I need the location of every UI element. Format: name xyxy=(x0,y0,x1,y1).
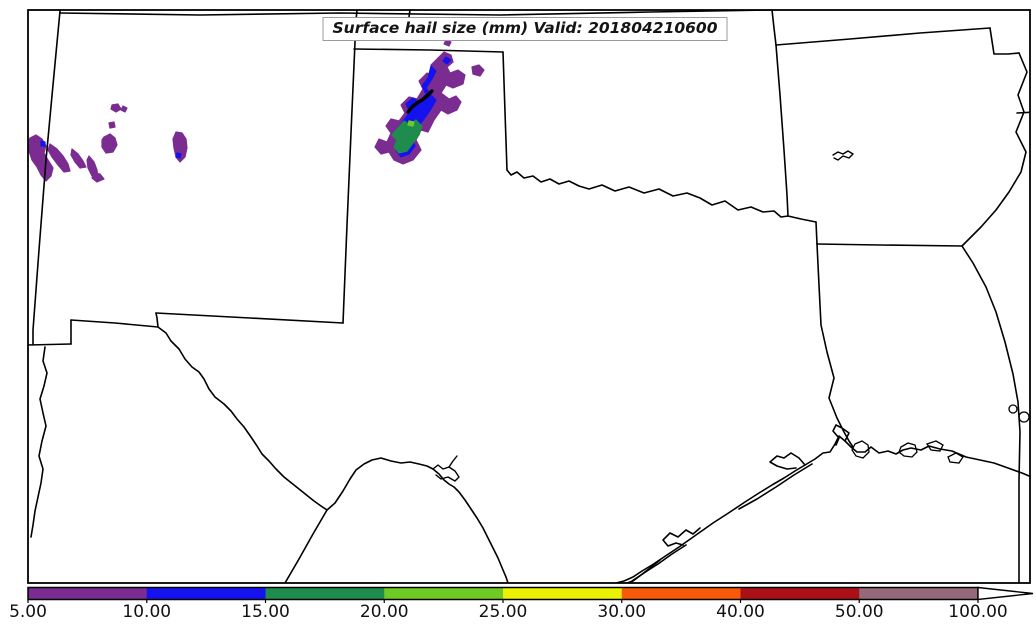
colorbar-tick-label: 25.00 xyxy=(478,602,528,622)
colorbar-segment-40 xyxy=(740,587,860,600)
colorbar-tick-label: 10.00 xyxy=(122,602,172,622)
nm-cell-6-blue xyxy=(175,152,182,159)
nm-dot-2 xyxy=(108,121,116,129)
colorbar-tick-label: 20.00 xyxy=(359,602,409,622)
nm-dot-1 xyxy=(110,103,122,113)
hail-contour-fill xyxy=(28,39,485,183)
map-layers xyxy=(28,10,1030,583)
new-mexico-west xyxy=(32,10,61,345)
lakes xyxy=(851,404,1030,464)
colorbar-extend-arrow xyxy=(977,586,1034,601)
axes-frame xyxy=(27,9,1031,584)
storm-dot-b xyxy=(471,64,485,77)
colorbar-tick-label: 100.00 xyxy=(948,602,1008,622)
ar-la-33n xyxy=(816,243,963,247)
oxbow-lake-2 xyxy=(1018,411,1030,423)
state-borders xyxy=(28,10,1030,583)
colorbar-segment-25 xyxy=(503,587,623,600)
blue-fleck-a xyxy=(442,56,452,65)
matagorda-bay xyxy=(769,452,806,470)
el-paso-jog xyxy=(155,312,159,328)
nm-dot-3 xyxy=(120,105,128,113)
nm-cell-1-blue xyxy=(40,140,46,147)
meridian-103w xyxy=(342,10,358,324)
colorbar-tick-label: 15.00 xyxy=(241,602,290,622)
colorbar-segment-10 xyxy=(146,587,266,600)
co-ks-stub xyxy=(408,10,411,18)
mo-bootheel xyxy=(989,27,1020,55)
tx-ar-red-east xyxy=(787,215,817,223)
panhandle-storm-20-25 xyxy=(407,120,415,127)
mexico-border-31-33 xyxy=(28,343,72,346)
mississippi-river-lower xyxy=(961,245,1021,583)
chihuahua-coahuila xyxy=(284,509,328,583)
sonora-chihuahua xyxy=(30,346,48,538)
ok-ar-border xyxy=(775,44,789,217)
red-river xyxy=(506,169,789,218)
colorbar-segment-5 xyxy=(28,587,148,600)
colorbar-tick-label: 5.00 xyxy=(9,602,47,622)
tx-ar-94w xyxy=(815,221,818,245)
sabine-lake xyxy=(851,440,870,459)
tx-la-sabine xyxy=(816,243,854,448)
colorbar-segment-50 xyxy=(859,587,979,600)
colorbar xyxy=(27,586,1034,603)
colorbar-segment-30 xyxy=(621,587,741,600)
ms-tn-stub xyxy=(1016,111,1030,114)
tx-ok-100w xyxy=(502,51,508,171)
galveston-bay xyxy=(832,424,850,446)
nm-cell-2 xyxy=(47,143,71,173)
barrier-island-1 xyxy=(738,463,813,510)
arkansas-lake xyxy=(832,150,854,161)
plot-title: Surface hail size (mm) Valid: 2018042106… xyxy=(322,17,728,41)
oxbow-lake-1 xyxy=(1008,404,1018,414)
colorbar-segment-20 xyxy=(384,587,504,600)
ok-panhandle-36-5n xyxy=(353,48,504,53)
tx-nm-32n xyxy=(155,312,344,324)
ok-mo-border xyxy=(771,10,777,46)
ar-mo-36-5n xyxy=(775,27,991,46)
padre-island xyxy=(626,559,661,583)
grand-lake xyxy=(947,452,964,464)
parallel-37n xyxy=(59,10,771,16)
nm-dot-4 xyxy=(91,172,105,183)
colorbar-tick-label: 50.00 xyxy=(834,602,884,622)
storm-dot-a xyxy=(443,39,452,47)
nm-cell-3 xyxy=(70,148,87,169)
corpus-christi-bays xyxy=(662,527,701,547)
colorbar-tick-label: 30.00 xyxy=(597,602,647,622)
colorbar-tick-label: 40.00 xyxy=(716,602,765,622)
mississippi-river-upper xyxy=(961,52,1028,247)
amistad-reservoir xyxy=(432,464,460,482)
gulf-coast xyxy=(615,435,1030,583)
nm-mexico-31-78 xyxy=(70,319,159,328)
lake-meredith xyxy=(406,89,434,114)
amistad-stub xyxy=(448,455,458,468)
rio-grande xyxy=(157,326,509,583)
colorbar-segment-15 xyxy=(265,587,385,600)
nm-cell-5 xyxy=(101,133,118,154)
